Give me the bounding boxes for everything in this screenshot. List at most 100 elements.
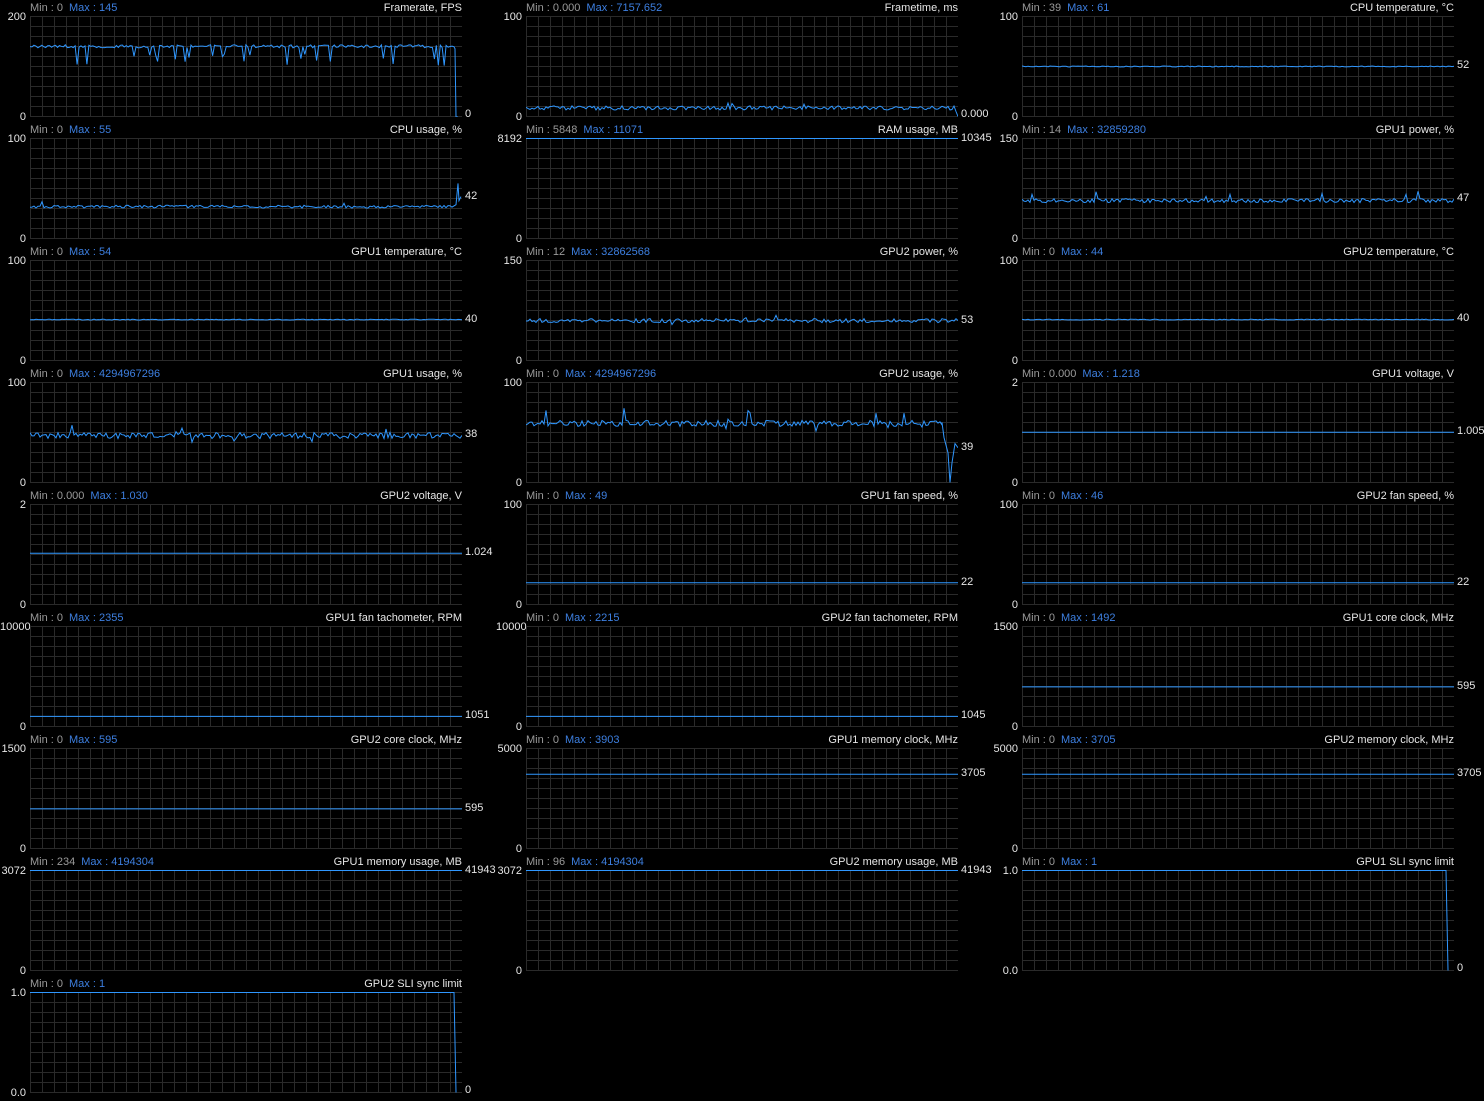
graph-panel: Min : 234 Max : 4194304 GPU1 memory usage,… (0, 854, 496, 977)
graph-plot (526, 138, 958, 239)
graph-plot (526, 748, 958, 849)
max-value: Max : 145 (69, 2, 118, 14)
min-value: Min : 0 (30, 368, 64, 380)
grid (1022, 870, 1454, 971)
min-value: Min : 0 (1022, 490, 1056, 502)
graph-panel: Min : 0 Max : 3705 GPU2 memory clock, MHz 5… (992, 732, 1484, 855)
graph-panel: Min : 0 Max : 44 GPU2 temperature, °C 100 0 4… (992, 244, 1484, 367)
min-max-readout: Min : 12 Max : 32862568 (526, 246, 650, 258)
max-value: Max : 1 (69, 978, 106, 990)
grid (1022, 382, 1454, 483)
y-axis-min-label: 0 (515, 599, 522, 611)
graph-plot (30, 626, 462, 727)
min-value: Min : 0 (30, 2, 64, 14)
max-value: Max : 595 (69, 734, 118, 746)
max-value: Max : 2355 (69, 612, 124, 624)
current-value: 22 (961, 575, 974, 588)
graph-plot (1022, 260, 1454, 361)
series-line (30, 318, 462, 321)
graph-panel: Min : 12 Max : 32862568 GPU2 power, % 150 0 5… (496, 244, 992, 367)
graph-title: GPU2 core clock, MHz (350, 734, 462, 746)
min-max-readout: Min : 0 Max : 1 (1022, 856, 1097, 868)
graph-panel: Min : 0 Max : 1 GPU2 SLI sync limit 1.0 0.0 0 (0, 976, 496, 1099)
y-axis-min-label: 0 (515, 111, 522, 123)
max-value: Max : 44 (1061, 246, 1104, 258)
y-axis-max-label: 100 (7, 255, 26, 267)
graph-plot (30, 138, 462, 239)
max-value: Max : 11071 (583, 124, 644, 136)
min-value: Min : 0.000 (30, 490, 85, 502)
grid (1022, 138, 1454, 239)
graph-panel: Min : 0 Max : 54 GPU1 temperature, °C 100 0 4… (0, 244, 496, 367)
graph-plot (1022, 504, 1454, 605)
min-value: Min : 0.000 (526, 2, 581, 14)
y-axis-max-label: 1500 (1, 743, 26, 755)
graph-title: GPU2 fan speed, % (1356, 490, 1454, 502)
y-axis-min-label: 0 (19, 843, 26, 855)
graph-title: GPU2 temperature, °C (1343, 246, 1454, 258)
y-axis-max-label: 1500 (993, 621, 1018, 633)
grid (526, 626, 958, 727)
y-axis-max-label: 2 (1011, 377, 1018, 389)
y-axis-min-label: 0 (1011, 111, 1018, 123)
y-axis-min-label: 0 (19, 599, 26, 611)
current-value: 595 (465, 801, 484, 814)
grid (526, 504, 958, 605)
grid (30, 138, 462, 239)
current-value: 10345 (961, 131, 992, 144)
y-axis-max-label: 1.0 (1002, 865, 1018, 877)
min-value: Min : 0 (526, 490, 560, 502)
y-axis-max-label: 8192 (497, 133, 522, 145)
graph-panel: Min : 0 Max : 2215 GPU2 fan tachometer, RP… (496, 610, 992, 733)
graph-panel: Min : 14 Max : 32859280 GPU1 power, % 150 0 4… (992, 122, 1484, 245)
graph-title: GPU1 voltage, V (1372, 368, 1454, 380)
min-max-readout: Min : 0.000 Max : 1.030 (30, 490, 148, 502)
min-value: Min : 12 (526, 246, 566, 258)
current-value: 42 (465, 189, 478, 202)
graph-title: CPU usage, % (389, 124, 462, 136)
graph-panel: Min : 0 Max : 1492 GPU1 core clock, MHz 150… (992, 610, 1484, 733)
graph-panel: Min : 5848 Max : 11071 RAM usage, MB 8192 0 1… (496, 122, 992, 245)
graph-panel: Min : 0 Max : 3903 GPU1 memory clock, MHz 5… (496, 732, 992, 855)
max-value: Max : 55 (69, 124, 112, 136)
graph-panel: Min : 0.000 Max : 1.218 GPU1 voltage, V 2 0 1… (992, 366, 1484, 489)
max-value: Max : 54 (69, 246, 112, 258)
graph-title: GPU2 SLI sync limit (364, 978, 462, 990)
y-axis-max-label: 200 (7, 11, 26, 23)
graph-title: GPU1 memory clock, MHz (828, 734, 958, 746)
current-value: 38 (465, 428, 478, 441)
y-axis-min-label: 0 (515, 843, 522, 855)
y-axis-max-label: 3072 (1, 865, 26, 877)
y-axis-min-label: 0 (1011, 721, 1018, 733)
current-value: 3705 (961, 767, 986, 780)
max-value: Max : 4294967296 (69, 368, 161, 380)
current-value: 0 (1457, 962, 1464, 974)
graph-panel: Min : 0 Max : 1 GPU1 SLI sync limit 1.0 0.0 0 (992, 854, 1484, 977)
grid (30, 382, 462, 483)
graph-plot (526, 16, 958, 117)
y-axis-max-label: 100 (999, 499, 1018, 511)
graph-title: CPU temperature, °C (1349, 2, 1454, 14)
y-axis-min-label: 0 (515, 355, 522, 367)
graph-plot (30, 382, 462, 483)
current-value: 595 (1457, 679, 1476, 692)
min-max-readout: Min : 0 Max : 4294967296 (526, 368, 656, 380)
grid (1022, 504, 1454, 605)
graph-panel: Min : 0 Max : 4294967296 GPU2 usage, % 100 0… (496, 366, 992, 489)
y-axis-max-label: 5000 (497, 743, 522, 755)
y-axis-max-label: 100 (7, 133, 26, 145)
y-axis-min-label: 0 (19, 111, 26, 123)
graph-title: GPU2 fan tachometer, RPM (821, 612, 958, 624)
max-value: Max : 1.218 (1082, 368, 1140, 380)
min-max-readout: Min : 0 Max : 1492 (1022, 612, 1115, 624)
graph-title: GPU2 usage, % (879, 368, 958, 380)
current-value: 47 (1457, 192, 1470, 205)
current-value: 39 (961, 440, 974, 453)
min-value: Min : 0 (526, 368, 560, 380)
series-line (30, 183, 462, 209)
graph-title: GPU1 SLI sync limit (1356, 856, 1454, 868)
y-axis-min-label: 0 (1011, 843, 1018, 855)
min-value: Min : 96 (526, 856, 566, 868)
y-axis-min-label: 0 (515, 721, 522, 733)
max-value: Max : 2215 (565, 612, 620, 624)
